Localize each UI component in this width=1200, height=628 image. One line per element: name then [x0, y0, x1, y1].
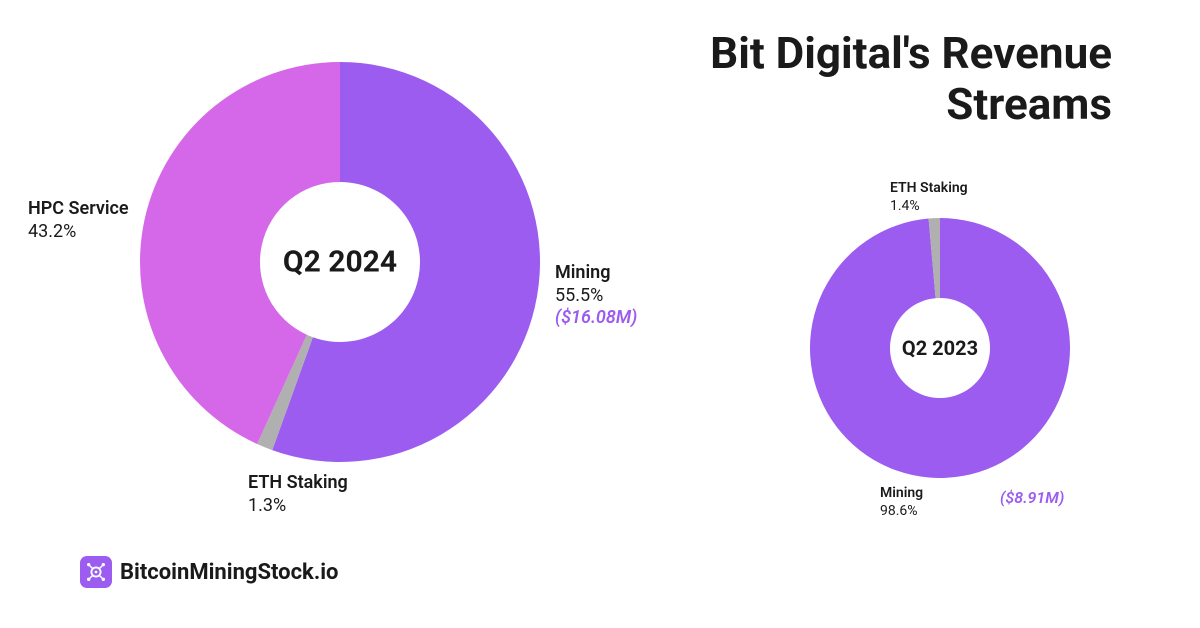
segment-revenue: ($8.91M) [1000, 488, 1064, 508]
segment-name: Mining [880, 485, 923, 503]
segment-label: ETH Staking1.3% [248, 472, 348, 517]
chip-icon [85, 561, 107, 583]
page-title: Bit Digital's Revenue Streams [552, 28, 1112, 129]
brand-text: BitcoinMiningStock.io [120, 560, 338, 585]
segment-label: Mining98.6% [880, 485, 923, 520]
segment-pct: 1.3% [248, 495, 348, 518]
segment-pct: 98.6% [880, 503, 923, 521]
segment-label: HPC Service43.2% [28, 198, 129, 243]
donut-2024-center-label: Q2 2024 [283, 245, 397, 280]
segment-pct: 55.5% [555, 285, 637, 308]
brand-icon [80, 556, 112, 588]
segment-name: ETH Staking [248, 472, 348, 495]
donut-2023-center-label: Q2 2023 [902, 336, 978, 360]
segment-label: ETH Staking1.4% [890, 180, 968, 215]
donut-2023: Q2 2023 [810, 218, 1070, 478]
segment-label: Mining55.5%($16.08M) [555, 262, 637, 330]
segment-revenue: ($16.08M) [555, 307, 637, 330]
donut-2024: Q2 2024 [140, 62, 540, 462]
segment-pct: 43.2% [28, 221, 129, 244]
segment-name: Mining [555, 262, 637, 285]
brand-logo: BitcoinMiningStock.io [80, 556, 338, 588]
segment-pct: 1.4% [890, 198, 968, 216]
segment-name: ETH Staking [890, 180, 968, 198]
segment-name: HPC Service [28, 198, 129, 221]
